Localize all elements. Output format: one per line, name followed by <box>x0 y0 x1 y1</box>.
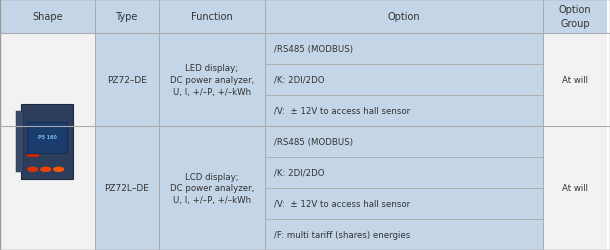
Bar <box>95 0 159 34</box>
Text: P5 160: P5 160 <box>38 134 57 139</box>
Circle shape <box>41 168 51 172</box>
Text: Shape: Shape <box>32 12 63 22</box>
Text: /K: 2DI/2DO: /K: 2DI/2DO <box>274 76 325 84</box>
Text: /F: multi tariff (shares) energies: /F: multi tariff (shares) energies <box>274 230 411 239</box>
Bar <box>0 0 95 34</box>
Text: PZ72L–DE: PZ72L–DE <box>104 184 149 193</box>
Bar <box>95 34 159 250</box>
Text: /K: 2DI/2DO: /K: 2DI/2DO <box>274 168 325 177</box>
Text: At will: At will <box>562 76 588 84</box>
Circle shape <box>28 168 38 172</box>
Text: LED display;
DC power analyzer,
U, I, +/–P, +/–kWh: LED display; DC power analyzer, U, I, +/… <box>170 64 254 96</box>
Bar <box>543 0 607 34</box>
Text: At will: At will <box>562 184 588 193</box>
Bar <box>159 34 265 250</box>
Bar <box>27 122 68 154</box>
Bar <box>16 112 23 172</box>
Bar <box>159 0 265 34</box>
Bar <box>27 154 39 158</box>
Text: LCD display;
DC power analyzer,
U, I, +/–P, +/–kWh: LCD display; DC power analyzer, U, I, +/… <box>170 172 254 204</box>
Bar <box>21 104 73 180</box>
Circle shape <box>54 168 63 172</box>
Text: PZ72–DE: PZ72–DE <box>107 76 146 84</box>
Bar <box>265 0 543 34</box>
Text: Type: Type <box>115 12 138 22</box>
Text: /RS485 (MODBUS): /RS485 (MODBUS) <box>274 45 354 54</box>
Text: /V:  ± 12V to access hall sensor: /V: ± 12V to access hall sensor <box>274 199 411 208</box>
Text: /RS485 (MODBUS): /RS485 (MODBUS) <box>274 138 354 146</box>
Text: Function: Function <box>191 12 233 22</box>
Text: Option
Group: Option Group <box>559 5 591 28</box>
Bar <box>0 34 95 250</box>
Bar <box>543 34 607 250</box>
Bar <box>265 34 543 250</box>
Text: /V:  ± 12V to access hall sensor: /V: ± 12V to access hall sensor <box>274 106 411 116</box>
Text: Option: Option <box>388 12 420 22</box>
